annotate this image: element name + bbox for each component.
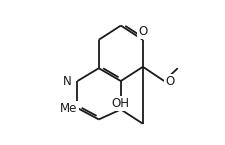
Text: OH: OH <box>111 97 129 110</box>
Text: O: O <box>138 25 147 38</box>
Text: O: O <box>165 75 174 88</box>
Text: Me: Me <box>60 102 77 115</box>
Text: N: N <box>63 75 72 88</box>
